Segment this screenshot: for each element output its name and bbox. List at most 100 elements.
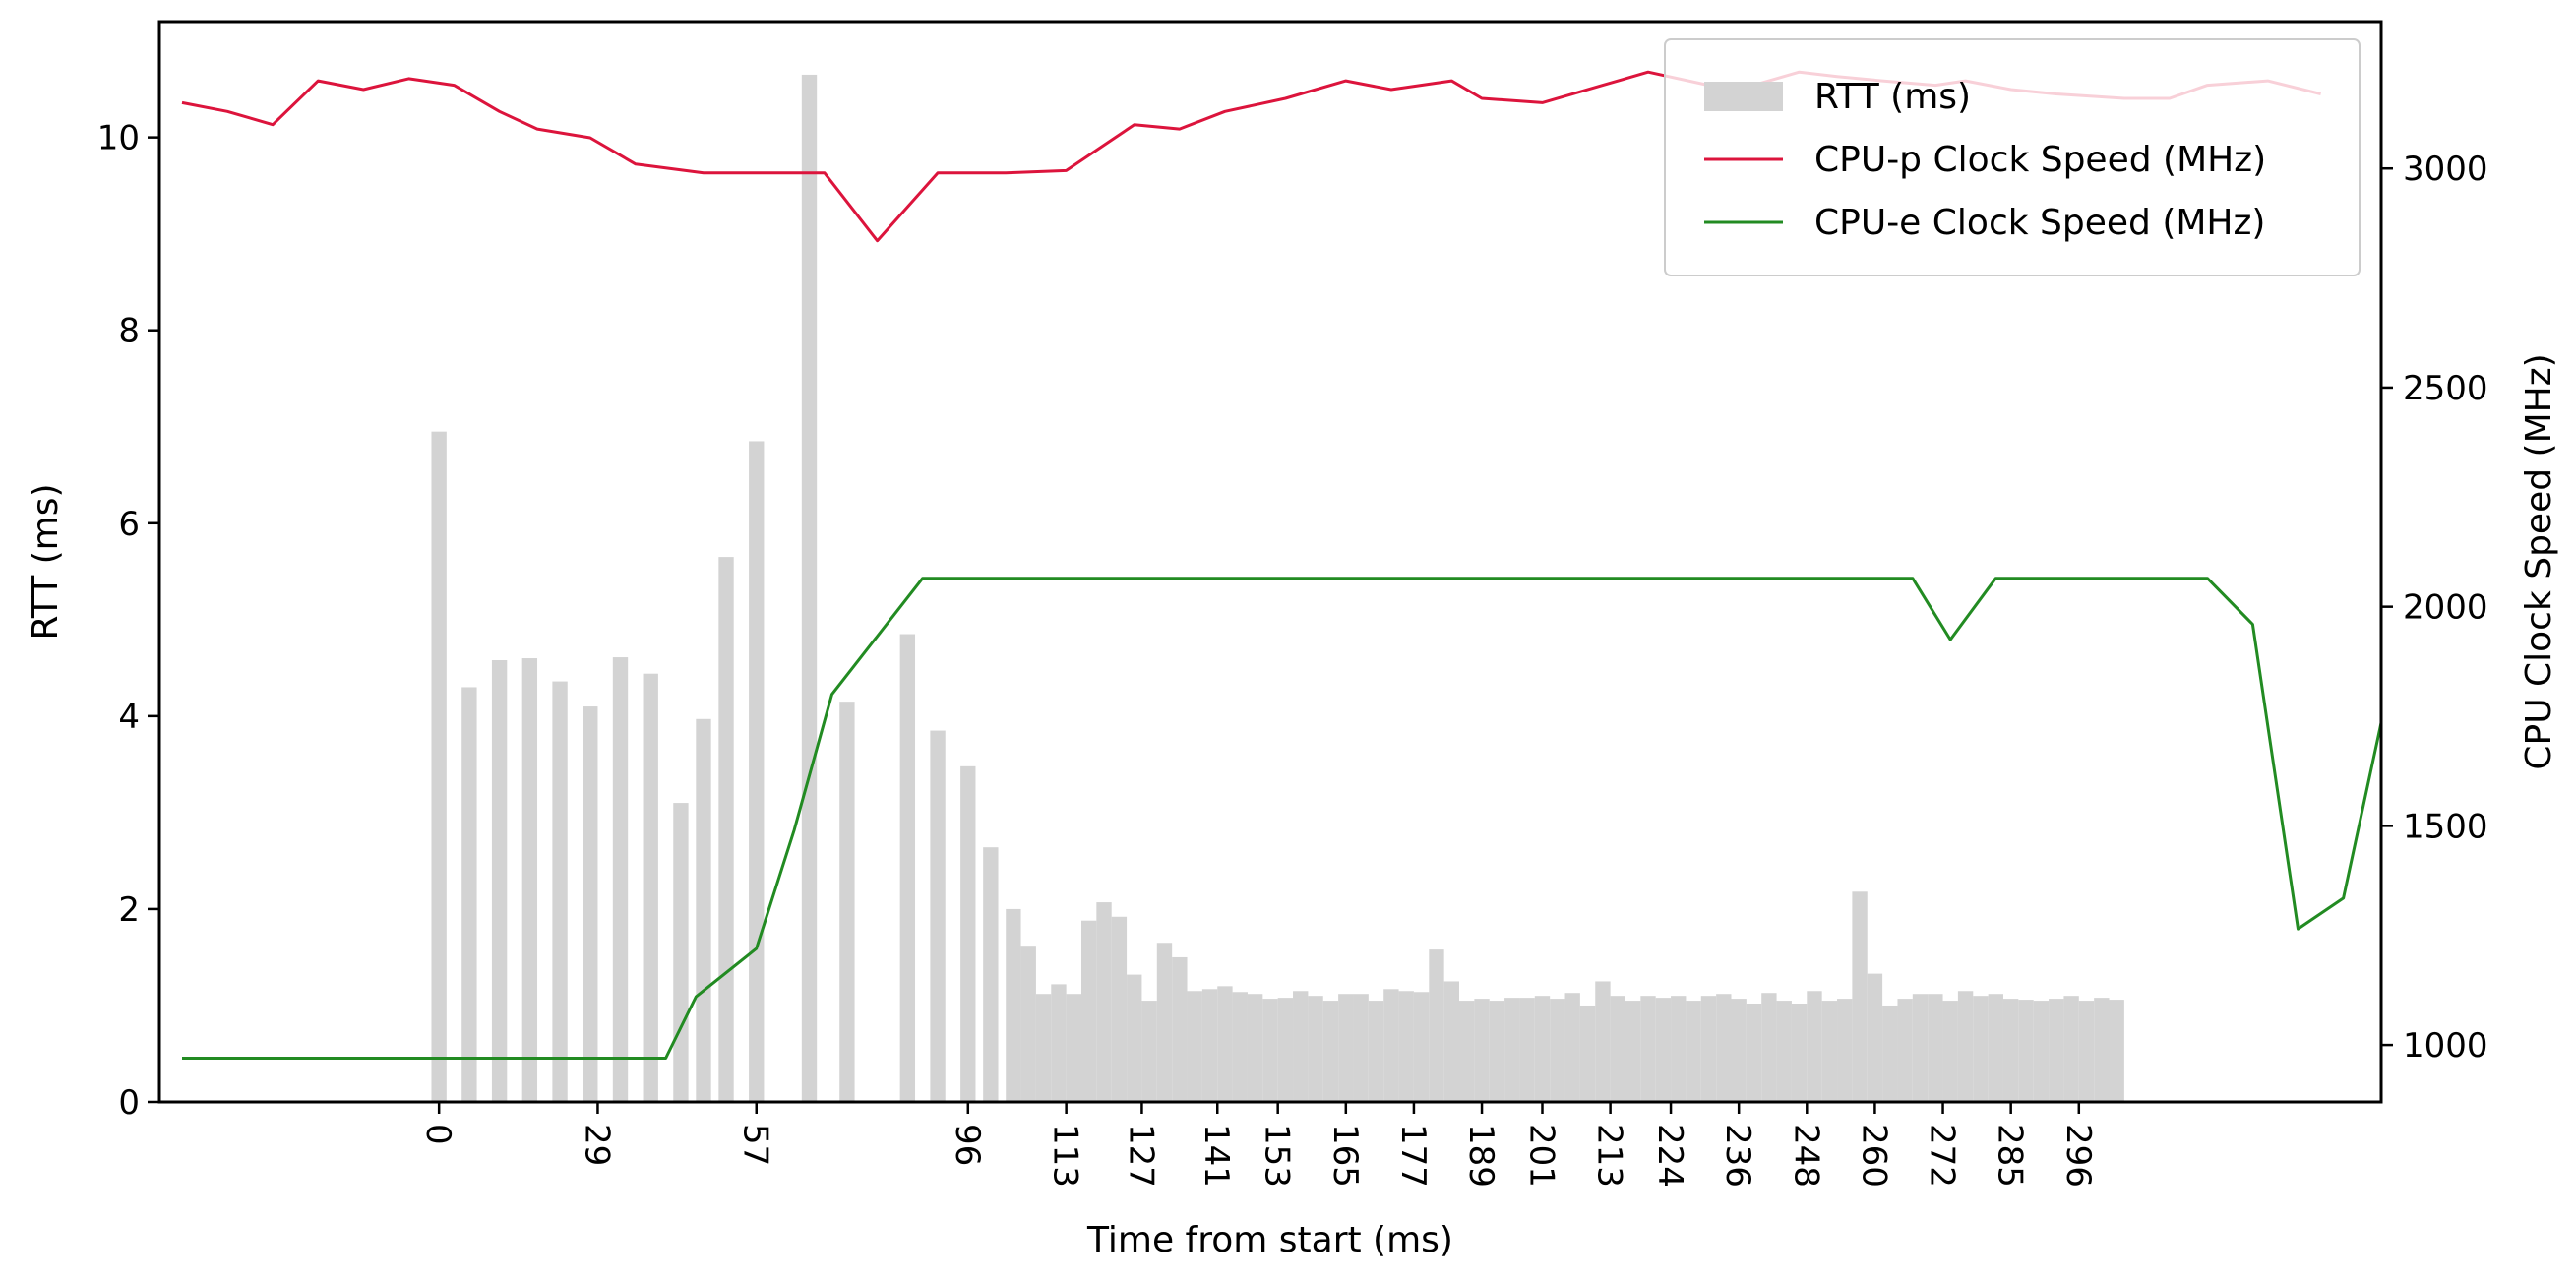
- rtt-bar: [1942, 1001, 1958, 1102]
- rtt-bar: [612, 657, 629, 1102]
- x-tick-label: 57: [736, 1124, 775, 1166]
- x-tick-label: 213: [1590, 1124, 1629, 1188]
- rtt-bar: [1127, 974, 1142, 1102]
- rtt-bar: [1141, 1001, 1157, 1102]
- rtt-bar: [1655, 998, 1672, 1102]
- rtt-bar: [1791, 1004, 1808, 1102]
- rtt-bar: [1066, 994, 1081, 1102]
- rtt-bar: [1928, 994, 1943, 1102]
- rtt-bar: [1579, 1005, 1596, 1102]
- y2-tick-label: 2500: [2403, 369, 2488, 408]
- rtt-bar: [1443, 981, 1460, 1102]
- rtt-bar: [1232, 992, 1248, 1102]
- rtt-bar: [696, 718, 711, 1102]
- rtt-bar: [552, 681, 568, 1102]
- rtt-bar: [1988, 994, 2003, 1102]
- y2-tick-label: 1000: [2403, 1026, 2488, 1066]
- rtt-bar: [2002, 999, 2019, 1102]
- y-tick-label: 10: [97, 119, 140, 158]
- x-axis-ticks: 0 29 57 96 113 127 141 153 165 177 189 201 213 224 236…: [418, 1102, 2098, 1188]
- rtt-bar: [1247, 994, 1263, 1102]
- y-tick-label: 6: [118, 505, 140, 544]
- rtt-bar: [1111, 916, 1128, 1102]
- rtt-bar: [1096, 902, 1112, 1102]
- rtt-bar: [1383, 989, 1399, 1102]
- x-tick-label: 285: [1991, 1124, 2030, 1188]
- rtt-bar: [643, 673, 658, 1102]
- rtt-bar: [1807, 991, 1822, 1102]
- x-tick-label: 236: [1718, 1124, 1757, 1188]
- plot-area-frame: [157, 20, 2383, 1104]
- legend-label: RTT (ms): [1814, 77, 1971, 117]
- rtt-bar: [1006, 908, 1021, 1102]
- right-y-axis-ticks: 1000 1500 2000 2500 3000: [2381, 150, 2488, 1066]
- rtt-bar: [1156, 943, 1173, 1102]
- y2-tick-label: 2000: [2403, 588, 2488, 628]
- rtt-bar: [1322, 1001, 1339, 1102]
- rtt-bar: [1187, 991, 1202, 1102]
- x-tick-label: 189: [1461, 1124, 1501, 1188]
- rtt-bar: [1595, 981, 1611, 1102]
- rtt-bar: [749, 441, 765, 1103]
- rtt-bar: [2078, 1001, 2095, 1102]
- y-tick-label: 4: [118, 698, 140, 737]
- cpu-e-clock-line: [182, 577, 2383, 1060]
- rtt-bar: [839, 702, 855, 1102]
- rtt-bar: [983, 847, 999, 1102]
- x-tick-label: 153: [1257, 1124, 1297, 1188]
- rtt-bar: [1080, 920, 1097, 1102]
- y2-tick-label: 1500: [2403, 807, 2488, 846]
- rtt-bar: [1625, 1001, 1641, 1102]
- x-tick-label: 224: [1650, 1124, 1689, 1188]
- left-y-axis-label: RTT (ms): [26, 483, 66, 640]
- rtt-bar: [1912, 994, 1929, 1102]
- rtt-bar: [491, 659, 508, 1102]
- legend-swatch-rtt: [1704, 82, 1783, 111]
- y2-tick-label: 3000: [2403, 150, 2488, 189]
- rtt-bar: [1413, 992, 1430, 1102]
- left-y-axis-ticks: 0 2 4 6 8 10: [97, 119, 159, 1123]
- x-tick-label: 0: [418, 1124, 458, 1145]
- rtt-bar: [431, 431, 447, 1102]
- rtt-bar: [2063, 996, 2079, 1102]
- rtt-bar: [2018, 1000, 2034, 1102]
- rtt-bar: [1459, 1001, 1475, 1102]
- rtt-bar: [801, 74, 818, 1102]
- rtt-bar: [2049, 999, 2064, 1102]
- rtt-bar: [1897, 999, 1913, 1102]
- x-tick-label: 165: [1325, 1124, 1365, 1188]
- rtt-bar: [1867, 973, 1883, 1102]
- rtt-bar: [1731, 999, 1747, 1102]
- rtt-bar: [1201, 989, 1218, 1102]
- rtt-bar: [1716, 994, 1732, 1102]
- rtt-bar: [1262, 999, 1278, 1102]
- rtt-bar: [1504, 998, 1520, 1102]
- rtt-bar: [521, 658, 538, 1102]
- rtt-bar: [960, 765, 976, 1102]
- rtt-bar: [1429, 949, 1444, 1102]
- rtt-bar: [1700, 996, 1717, 1102]
- x-tick-label: 113: [1046, 1124, 1085, 1188]
- rtt-bar: [718, 557, 734, 1102]
- rtt-bar: [1686, 1001, 1701, 1102]
- rtt-bar: [1051, 984, 1067, 1102]
- rtt-bar: [1776, 1001, 1792, 1102]
- rtt-bar: [1338, 994, 1354, 1102]
- y-tick-label: 0: [118, 1083, 140, 1123]
- rtt-bars: [431, 74, 2124, 1103]
- rtt-bar: [1746, 1004, 1762, 1102]
- rtt-bar: [673, 803, 689, 1102]
- rtt-bar: [1172, 956, 1188, 1102]
- x-tick-label: 260: [1854, 1124, 1893, 1188]
- rtt-bar: [1564, 993, 1580, 1102]
- rtt-bar: [2094, 998, 2110, 1102]
- rtt-bar: [1640, 996, 1656, 1102]
- right-y-axis-label: CPU Clock Speed (MHz): [2519, 353, 2559, 769]
- rtt-bar: [1353, 994, 1369, 1102]
- x-tick-label: 201: [1521, 1124, 1561, 1188]
- rtt-bar: [1957, 991, 1974, 1102]
- x-tick-label: 141: [1196, 1124, 1236, 1188]
- x-tick-label: 127: [1121, 1124, 1160, 1188]
- rtt-bar: [1277, 998, 1294, 1102]
- rtt-bar: [1398, 991, 1414, 1102]
